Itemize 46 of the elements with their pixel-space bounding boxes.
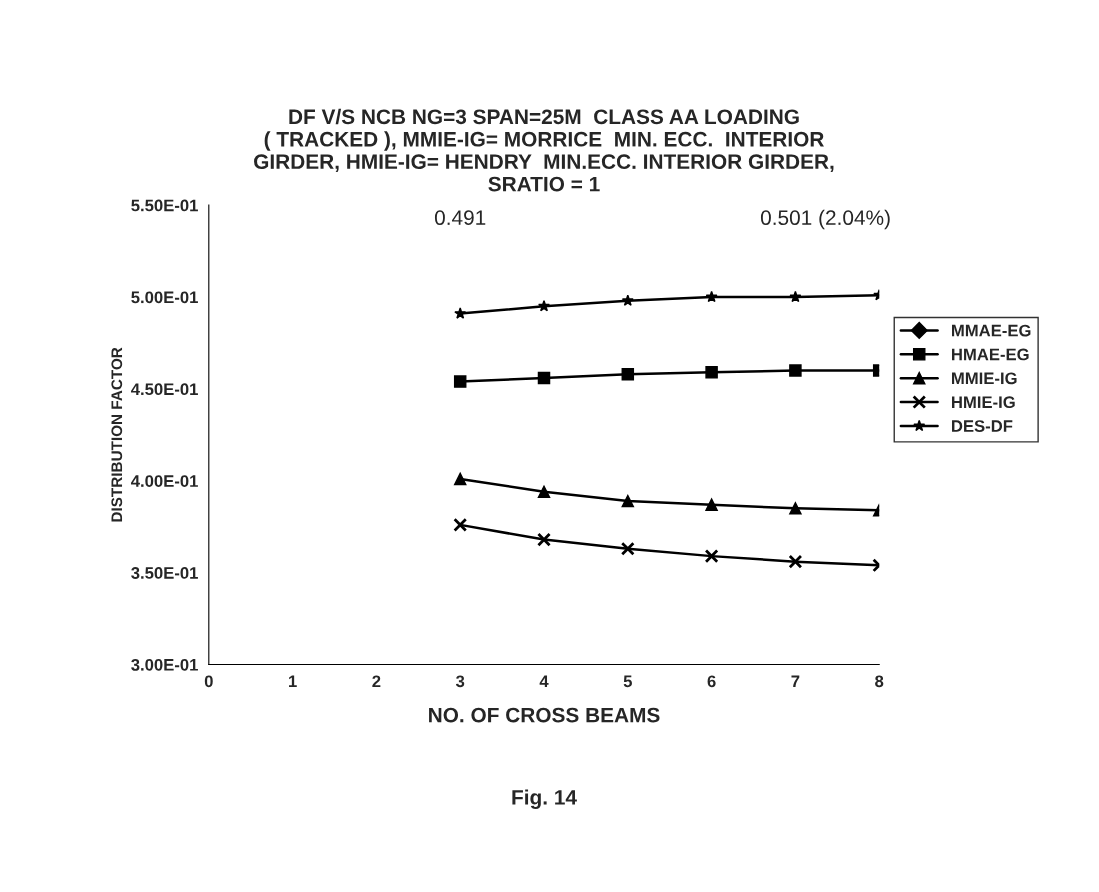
y-axis-title: DISTRIBUTION FACTOR [111, 347, 123, 522]
legend-label: HMAE-EG [952, 348, 1029, 361]
point [537, 485, 551, 499]
point [620, 541, 635, 556]
x-tick-label: 2 [372, 675, 381, 688]
legend-label: MMIE-IG [952, 372, 1017, 385]
point [621, 367, 635, 381]
annotation: 0.491 [434, 210, 486, 226]
point [453, 472, 467, 486]
point [788, 554, 803, 569]
x-tick-label: 4 [539, 675, 549, 688]
point [454, 307, 467, 319]
legend-label: HMIE-IG [952, 396, 1015, 409]
point [705, 498, 718, 511]
point [705, 366, 718, 379]
y-tick-label: 4.00E-01 [131, 475, 198, 487]
x-tick-label: 5 [623, 675, 632, 688]
point [453, 517, 468, 532]
chart-title: DF V/S NCB NG=3 SPAN=25M CLASS AA LOADING ( TRACKED ), MMIE-IG= MORRICE MIN. ECC. INTERIOR GIRDER, HMIE-IG= HENDRY MIN.ECC. INTERIOR GIRDER, SRATIO = 1 [254, 108, 834, 192]
annotation: 0.501 (2.04%) [760, 209, 890, 230]
x-tick-label: 0 [204, 675, 213, 688]
point [789, 290, 802, 303]
point [789, 364, 802, 377]
point [704, 549, 719, 564]
caption: Fig. 14 [512, 789, 577, 809]
legend-label: MMAE-EG [952, 324, 1031, 337]
point [789, 502, 802, 515]
y-tick-label: 3.50E-01 [131, 567, 198, 579]
legend-label: DES-DF [952, 420, 1013, 432]
y-tick-label: 4.50E-01 [131, 383, 198, 396]
point [537, 371, 551, 385]
y-tick-label: 5.50E-01 [131, 199, 198, 212]
x-tick-label: 1 [289, 675, 297, 688]
x-tick-label: 6 [707, 675, 716, 688]
x-tick-label: 3 [455, 675, 465, 688]
point [453, 375, 467, 388]
y-tick-label: 5.00E-01 [131, 291, 198, 304]
y-tick-label: 3.00E-01 [131, 658, 198, 671]
x-tick-label: 7 [791, 675, 800, 688]
x-tick-label: 8 [875, 675, 884, 688]
x-axis-title: NO. OF CROSS BEAMS [429, 707, 660, 723]
point [621, 494, 635, 508]
point [538, 299, 550, 312]
point [705, 290, 718, 303]
point [621, 294, 634, 306]
point [537, 532, 551, 547]
